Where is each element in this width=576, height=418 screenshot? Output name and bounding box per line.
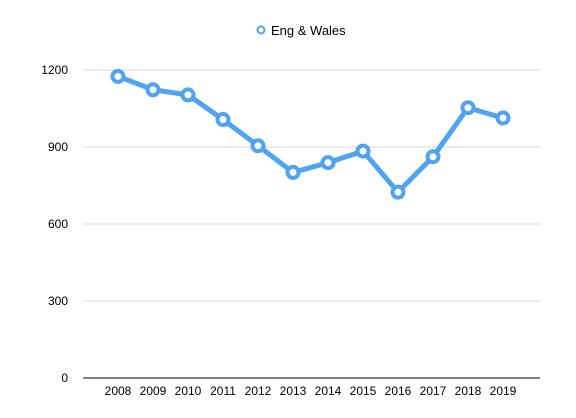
y-tick-label: 1200 — [41, 63, 68, 77]
data-point — [320, 155, 336, 171]
data-point — [390, 184, 406, 200]
series-line — [115, 73, 506, 195]
data-point — [355, 143, 371, 159]
x-tick-label: 2013 — [280, 384, 307, 398]
series-lines — [115, 73, 506, 195]
x-tick-label: 2010 — [175, 384, 202, 398]
x-tick-label: 2014 — [315, 384, 342, 398]
data-point — [495, 110, 511, 126]
data-point — [110, 68, 126, 84]
data-point — [250, 138, 266, 154]
data-point — [285, 164, 301, 180]
x-tick-label: 2011 — [210, 384, 236, 398]
y-tick-label: 0 — [61, 371, 68, 385]
x-tick-label: 2019 — [490, 384, 517, 398]
x-tick-label: 2012 — [245, 384, 272, 398]
data-point — [215, 112, 231, 128]
x-tick-label: 2018 — [455, 384, 482, 398]
legend-marker-icon — [256, 25, 266, 35]
legend-label: Eng & Wales — [271, 23, 346, 38]
legend: Eng & Wales — [256, 23, 346, 38]
x-axis-tick-labels: 2008 2009 2010 2011 2012 2013 2014 2015 2016 2017… — [105, 384, 517, 398]
data-point — [145, 82, 161, 98]
y-axis-tick-labels: 0 300 600 900 1200 — [41, 63, 68, 385]
x-tick-label: 2017 — [420, 384, 447, 398]
y-tick-label: 300 — [48, 294, 68, 308]
x-tick-label: 2009 — [140, 384, 167, 398]
data-point — [460, 100, 476, 116]
x-tick-label: 2016 — [385, 384, 412, 398]
x-tick-label: 2015 — [350, 384, 377, 398]
x-tick-label: 2008 — [105, 384, 132, 398]
series-points — [110, 68, 511, 200]
data-point — [425, 149, 441, 165]
y-tick-label: 600 — [48, 217, 68, 231]
gridlines — [83, 69, 540, 302]
data-point — [180, 87, 196, 103]
y-tick-label: 900 — [48, 140, 68, 154]
